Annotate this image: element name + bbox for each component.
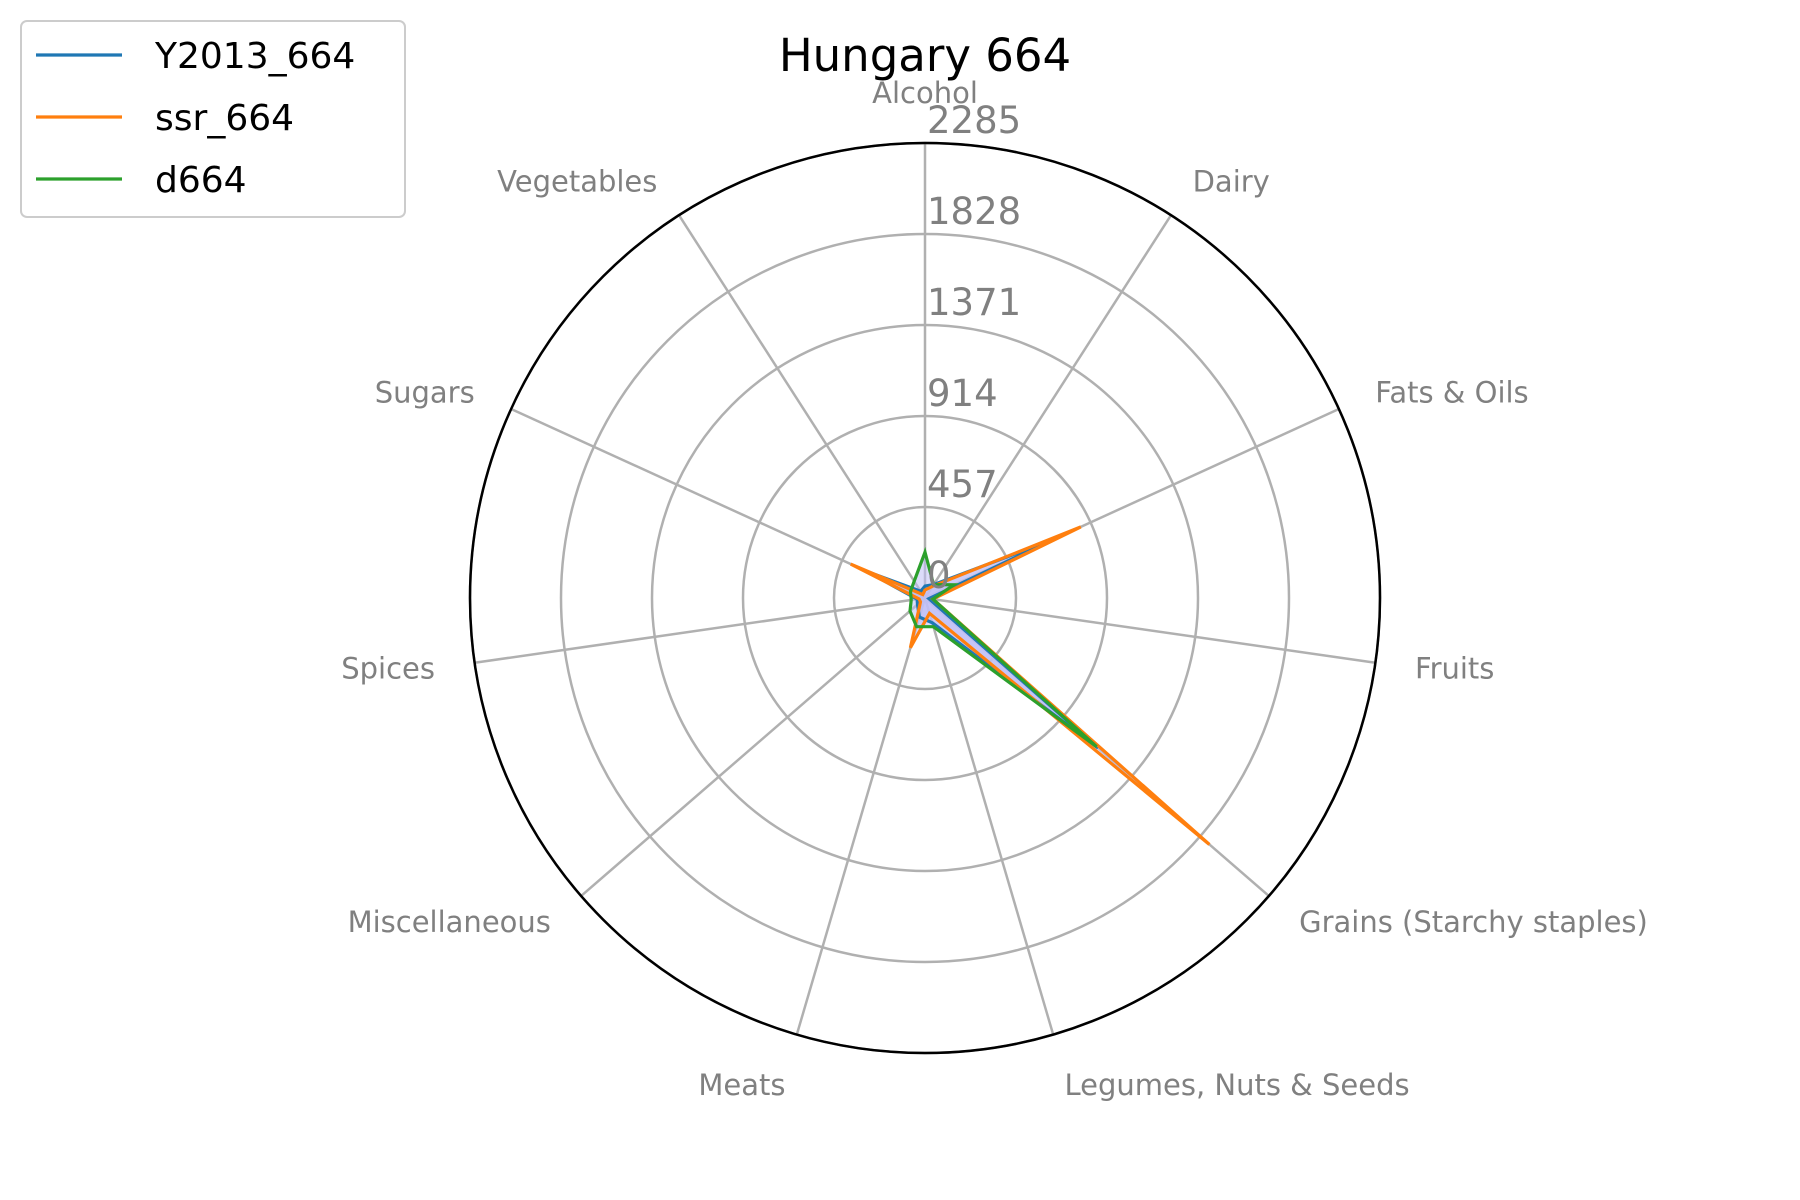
grid-spoke [580, 597, 926, 897]
category-label: Legumes, Nuts & Seeds [1065, 1068, 1410, 1102]
legend-entry: d664 [155, 160, 247, 201]
radial-tick-label: 1371 [927, 281, 1021, 324]
chart-title: Hungary 664 [779, 29, 1071, 82]
category-label: Vegetables [497, 165, 657, 199]
category-label: Meats [698, 1068, 785, 1102]
grid-spoke [474, 596, 926, 664]
radial-tick-label: 914 [927, 372, 998, 415]
category-label: Sugars [375, 375, 475, 409]
radial-tick-labels: 0 457 914 1371 1828 2285 [927, 99, 1021, 597]
legend-entry: ssr_664 [155, 98, 294, 139]
category-label: Grains (Starchy staples) [1299, 905, 1648, 939]
category-label: Spices [341, 651, 435, 685]
grid-spoke [795, 597, 927, 1035]
category-label: Alcohol [872, 76, 978, 110]
radial-tick-label: 0 [927, 554, 951, 597]
category-label: Fats & Oils [1375, 375, 1528, 409]
category-label: Fruits [1415, 651, 1494, 685]
category-label: Dairy [1193, 165, 1270, 199]
category-labels: Alcohol Dairy Fats & Oils Fruits Grains (Sta… [341, 76, 1648, 1102]
grid-spoke [923, 597, 1055, 1035]
radial-tick-label: 1828 [927, 190, 1021, 233]
legend: Y2013_664 ssr_664 d664 [20, 20, 406, 218]
grid-spoke [924, 596, 1376, 664]
legend-entry: Y2013_664 [154, 36, 355, 77]
legend-frame [20, 20, 406, 218]
radial-tick-label: 2285 [927, 99, 1021, 142]
series-line [849, 525, 1211, 846]
radial-tick-label: 457 [927, 463, 998, 506]
outer-frame [468, 141, 1382, 1055]
series-line [908, 546, 1098, 748]
grid-spoke [677, 214, 927, 599]
category-label: Miscellaneous [348, 905, 551, 939]
series-lines [849, 525, 1211, 846]
grid-spoke [923, 214, 1173, 599]
